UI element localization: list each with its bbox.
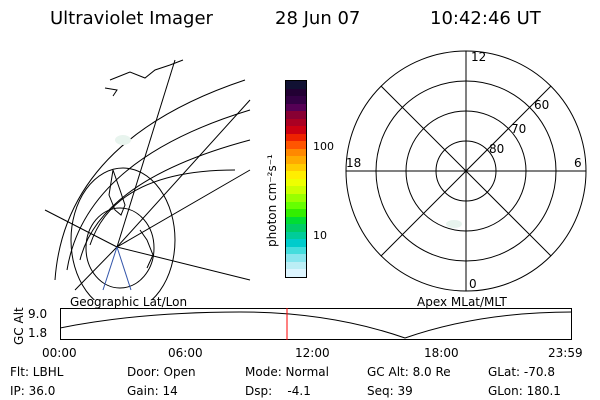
status-ip: IP: 36.0	[10, 384, 56, 398]
color-bar-segment	[286, 216, 306, 225]
status-door: Door: Open	[127, 365, 196, 379]
color-bar-segment	[286, 156, 306, 164]
colorbar-unit-label: photon cm⁻²s⁻¹	[265, 154, 279, 247]
color-bar-segment	[286, 148, 306, 157]
instrument-title: Ultraviolet Imager	[50, 8, 213, 29]
status-gain: Gain: 14	[127, 384, 178, 398]
colorbar-tick-10: 10	[313, 229, 327, 242]
color-bar-segment	[286, 261, 306, 270]
mlt-label-12: 12	[471, 50, 486, 64]
aurora-patch	[446, 220, 462, 228]
color-bar-segment	[286, 239, 306, 247]
polar-diagonal-2	[380, 85, 552, 257]
color-bar-segment	[286, 163, 306, 172]
colorbar-tick-100: 100	[313, 140, 334, 153]
color-bar-segment	[286, 133, 306, 142]
altitude-xtick-0000: 00:00	[42, 346, 77, 360]
coastline-island	[104, 87, 118, 97]
coastline-coast	[139, 229, 154, 269]
color-bar-segment	[286, 209, 306, 217]
meridian-4	[44, 209, 118, 248]
nadir-line-1	[102, 246, 118, 291]
aurora-patch	[115, 135, 131, 145]
altitude-ytick-high: 9.0	[28, 307, 48, 321]
color-bar-segment	[286, 178, 306, 187]
color-bar-segment	[286, 141, 306, 149]
color-bar-segment	[286, 96, 306, 104]
meridian-3	[116, 246, 251, 281]
status-mode: Mode: Normal	[245, 365, 329, 379]
altitude-xtick-1800: 18:00	[424, 346, 459, 360]
coastline-north	[109, 59, 184, 81]
meridian-1	[116, 99, 251, 248]
coastline-land	[108, 169, 126, 216]
time-label: 10:42:46 UT	[430, 8, 541, 29]
color-bar-segment	[286, 224, 306, 232]
status-glat: GLat: -70.8	[488, 365, 555, 379]
color-bar-segment	[286, 81, 306, 89]
lat-label-80: 80	[489, 142, 504, 156]
lat-arc-2	[66, 109, 251, 271]
color-bar-segment	[286, 186, 306, 194]
mlt-label-6: 6	[574, 156, 582, 170]
color-bar-segment	[286, 111, 306, 119]
meridian-2	[116, 169, 251, 248]
color-bar-segment	[286, 254, 306, 262]
color-bar-segment	[286, 201, 306, 210]
lat-arc-4	[89, 169, 236, 246]
altitude-ytick-low: 1.8	[28, 326, 48, 340]
status-seq: Seq: 39	[367, 384, 413, 398]
nadir-line-2	[116, 246, 132, 291]
color-bar-segment	[286, 231, 306, 240]
lat-ring-1	[70, 167, 176, 300]
altitude-xtick-1200: 12:00	[295, 346, 330, 360]
altitude-plot	[60, 308, 572, 340]
lat-label-70: 70	[511, 122, 526, 136]
right-map-label: Apex MLat/MLT	[417, 295, 507, 309]
color-bar-segment	[286, 246, 306, 255]
color-bar-segment	[286, 126, 306, 134]
date-label: 28 Jun 07	[275, 8, 361, 29]
status-glon: GLon: 180.1	[488, 384, 561, 398]
mlt-label-0: 0	[469, 277, 477, 291]
status-dsp: Dsp: -4.1	[245, 384, 311, 398]
altitude-curve	[60, 311, 572, 339]
color-bar	[285, 80, 307, 278]
color-bar-segment	[286, 269, 306, 277]
geographic-map	[44, 59, 251, 300]
meridian-5	[74, 246, 118, 291]
altitude-plot-frame	[60, 308, 572, 340]
color-bar-segment	[286, 88, 306, 97]
color-bar-segment	[286, 103, 306, 112]
color-bar-segment	[286, 171, 306, 179]
mlt-label-18: 18	[346, 156, 361, 170]
status-filter: Flt: LBHL	[10, 365, 64, 379]
polar-map: 12 0 18 6 60 70 80	[345, 50, 587, 292]
lat-arc-3	[79, 139, 251, 261]
color-bar-segment	[286, 193, 306, 202]
lat-label-60: 60	[534, 98, 549, 112]
altitude-xtick-2359: 23:59	[548, 346, 583, 360]
altitude-xtick-0600: 06:00	[168, 346, 203, 360]
lat-arc-1	[54, 79, 246, 281]
left-map-label: Geographic Lat/Lon	[70, 295, 188, 309]
color-bar-segment	[286, 118, 306, 127]
lat-ring-2	[85, 207, 155, 289]
status-gc-alt: GC Alt: 8.0 Re	[367, 365, 451, 379]
altitude-ylabel: GC Alt	[12, 307, 26, 345]
meridian-6	[116, 59, 176, 248]
